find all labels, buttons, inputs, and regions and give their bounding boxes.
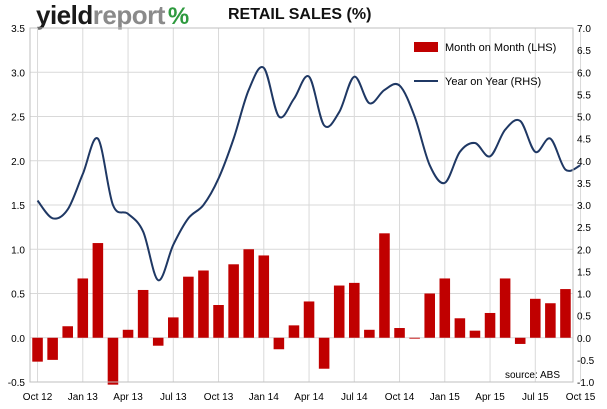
logo-text-yield: yield xyxy=(36,0,93,30)
legend: Month on Month (LHS) Year on Year (RHS) xyxy=(414,42,556,88)
x-axis-tick-label: Jul 14 xyxy=(341,392,368,403)
bar xyxy=(228,264,239,338)
source-note: source: ABS xyxy=(505,370,560,381)
bar xyxy=(454,318,466,338)
bar xyxy=(198,270,209,338)
axes: -0.5 0.0 0.5 1.0 1.5 2.0 2.5 3.0 3.5 -1.0 -0.5 0.0 0… xyxy=(8,24,596,403)
legend-line-label: Year on Year (RHS) xyxy=(445,76,541,88)
year-on-year-line xyxy=(36,66,581,282)
right-axis-tick-label: 0.5 xyxy=(577,312,591,323)
bar xyxy=(364,329,375,338)
x-axis-tick-label: Jan 13 xyxy=(68,392,98,403)
bar xyxy=(499,278,511,338)
left-axis-tick-label: 2.0 xyxy=(11,157,25,168)
bar xyxy=(394,328,405,338)
bar xyxy=(77,278,89,338)
bar xyxy=(560,289,571,338)
bar xyxy=(318,337,330,369)
bar xyxy=(333,285,345,338)
bar xyxy=(379,233,390,338)
bar xyxy=(424,293,435,338)
right-axis-tick-label: 2.5 xyxy=(577,223,591,234)
bar xyxy=(243,249,254,338)
x-axis-tick-label: Apr 14 xyxy=(294,392,324,403)
logo-text-report: report xyxy=(92,0,166,30)
right-axis-tick-label: 3.5 xyxy=(577,179,591,190)
right-axis-tick-label: 1.5 xyxy=(577,267,591,278)
bar xyxy=(409,337,420,339)
x-axis-tick-label: Oct 13 xyxy=(204,392,234,403)
bar xyxy=(122,329,134,338)
left-axis-tick-label: 2.5 xyxy=(11,113,25,124)
right-axis-tick-label: 7.0 xyxy=(577,24,591,35)
bar xyxy=(349,282,360,338)
bar xyxy=(213,305,224,338)
right-axis-tick-label: 0.0 xyxy=(577,334,591,345)
bar xyxy=(514,337,526,344)
bar xyxy=(258,255,270,338)
left-axis-tick-label: 3.5 xyxy=(11,24,25,35)
x-axis-tick-label: Oct 14 xyxy=(385,392,415,403)
left-axis-tick-label: 1.5 xyxy=(11,201,25,212)
bar xyxy=(107,337,119,385)
bar xyxy=(32,337,43,362)
bar xyxy=(530,298,541,338)
x-axis-tick-label: Jan 15 xyxy=(430,392,460,403)
right-axis-tick-label: 5.5 xyxy=(577,90,591,101)
bar xyxy=(288,325,300,338)
logo-percent-mark: % xyxy=(167,3,190,30)
left-axis-tick-label: 1.0 xyxy=(11,245,25,256)
bar xyxy=(273,337,285,350)
right-axis-tick-label: -1.0 xyxy=(577,378,595,389)
bar xyxy=(152,337,164,346)
bar xyxy=(137,289,149,338)
legend-bar-label: Month on Month (LHS) xyxy=(445,42,556,54)
right-axis-tick-label: 3.0 xyxy=(577,201,591,212)
right-axis-tick-label: 2.0 xyxy=(577,245,591,256)
x-axis-tick-label: Oct 15 xyxy=(566,392,596,403)
bar xyxy=(47,337,58,360)
x-axis-tick-label: Jul 13 xyxy=(160,392,187,403)
legend-bar-swatch xyxy=(414,42,438,52)
bar xyxy=(62,326,73,338)
bar xyxy=(168,317,179,338)
right-axis-tick-label: 4.5 xyxy=(577,135,591,146)
x-axis-tick-label: Jan 14 xyxy=(249,392,279,403)
bar xyxy=(545,303,556,338)
x-axis-tick-label: Apr 13 xyxy=(113,392,143,403)
right-axis-tick-label: -0.5 xyxy=(577,356,595,367)
bar xyxy=(303,301,315,338)
bar xyxy=(439,278,451,338)
line-series xyxy=(36,66,581,282)
bar xyxy=(469,330,481,338)
left-axis-tick-label: -0.5 xyxy=(8,378,26,389)
right-axis-tick-label: 6.5 xyxy=(577,46,591,57)
chart-title: RETAIL SALES (%) xyxy=(228,6,372,23)
right-axis-tick-label: 5.0 xyxy=(577,113,591,124)
right-axis-tick-label: 1.0 xyxy=(577,290,591,301)
yieldreport-logo: yield report% xyxy=(36,0,189,30)
x-axis-tick-label: Apr 15 xyxy=(475,392,505,403)
left-axis-tick-label: 0.5 xyxy=(11,290,25,301)
x-axis-tick-label: Jul 15 xyxy=(522,392,549,403)
left-axis-tick-label: 0.0 xyxy=(11,334,25,345)
bar xyxy=(183,276,194,338)
right-axis-tick-label: 6.0 xyxy=(577,68,591,79)
left-axis-tick-label: 3.0 xyxy=(11,68,25,79)
x-axis-tick-label: Oct 12 xyxy=(23,392,53,403)
bar xyxy=(484,312,496,338)
right-axis-tick-label: 4.0 xyxy=(577,157,591,168)
plot-frame xyxy=(29,27,574,383)
bar xyxy=(92,243,104,338)
bar-series xyxy=(32,233,571,385)
